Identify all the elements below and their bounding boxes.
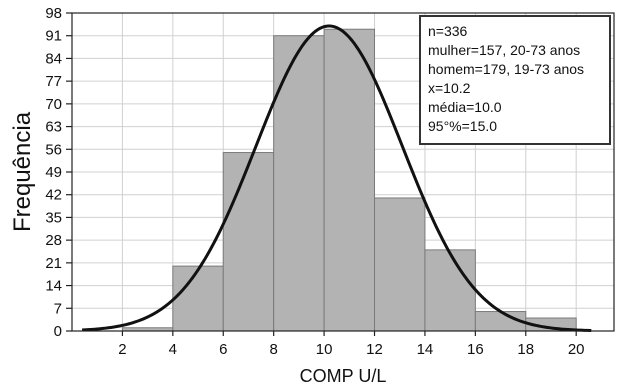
histogram-bar — [323, 28, 376, 332]
legend-frame — [419, 15, 611, 145]
normal-distribution-curve — [82, 24, 592, 333]
x-tick-label: 20 — [568, 341, 585, 358]
legend-line-3: homem=179, 19-73 anos — [428, 61, 584, 77]
x-tick-label: 14 — [417, 341, 434, 358]
y-tick-label: 56 — [45, 141, 62, 158]
y-tick-label: 49 — [45, 164, 62, 181]
histogram-bar — [424, 249, 476, 332]
x-tick-label: 16 — [467, 341, 484, 358]
y-tick-label: 63 — [45, 119, 62, 136]
histogram-bar — [222, 152, 275, 332]
x-tick-label: 8 — [270, 341, 278, 358]
x-axis-ticks: 2 4 6 8 10 12 14 16 18 20 — [118, 331, 585, 358]
x-tick-label: 10 — [316, 341, 333, 358]
legend-line-5: média=10.0 — [428, 99, 502, 115]
y-tick-label: 91 — [45, 28, 62, 45]
legend-line-2: mulher=157, 20-73 anos — [428, 42, 580, 58]
x-tick-label: 12 — [366, 341, 383, 358]
histogram-bar — [374, 197, 426, 332]
y-tick-label: 14 — [45, 278, 62, 295]
y-tick-label: 35 — [45, 209, 62, 226]
histogram-bar — [273, 35, 325, 332]
y-tick-label: 98 — [45, 5, 62, 22]
x-tick-label: 4 — [169, 341, 177, 358]
y-tick-label: 0 — [54, 323, 62, 340]
histogram-bar — [172, 265, 224, 332]
y-tick-label: 77 — [45, 73, 62, 90]
y-tick-label: 7 — [54, 300, 62, 317]
y-tick-label: 21 — [45, 255, 62, 272]
y-tick-label: 84 — [45, 50, 62, 67]
x-tick-label: 6 — [219, 341, 227, 358]
y-tick-label: 70 — [45, 96, 62, 113]
y-axis-title: Frequência — [9, 111, 36, 232]
legend-line-4: x=10.2 — [428, 80, 471, 96]
legend-line-1: n=336 — [428, 23, 468, 39]
legend-line-6: 95°%=15.0 — [428, 118, 497, 134]
legend-box: n=336 mulher=157, 20-73 anos homem=179, … — [419, 15, 611, 145]
x-axis-title: COMP U/L — [300, 366, 387, 386]
x-tick-label: 18 — [517, 341, 534, 358]
x-tick-label: 2 — [118, 341, 126, 358]
y-tick-label: 42 — [45, 187, 62, 204]
y-tick-label: 28 — [45, 232, 62, 249]
y-axis-ticks: 0 7 14 21 28 35 42 49 56 63 70 77 84 91 98 — [45, 5, 72, 340]
